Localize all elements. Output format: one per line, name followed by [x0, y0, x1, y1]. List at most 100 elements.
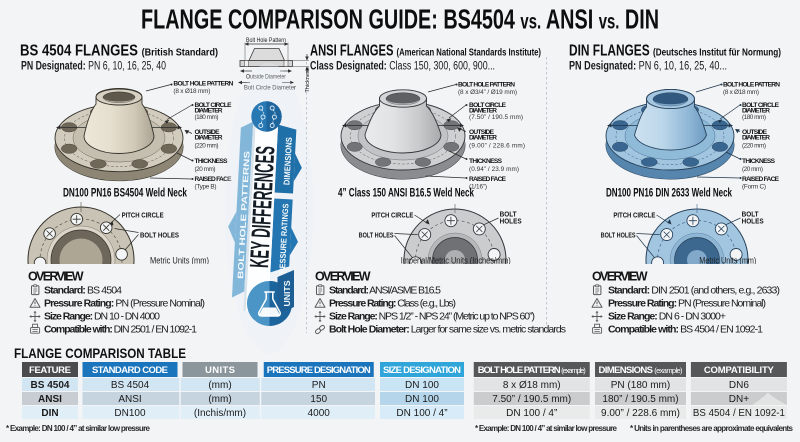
svg-text:DN 100: DN 100 [405, 394, 439, 405]
svg-text:(180 mm): (180 mm) [195, 114, 219, 121]
svg-text:OVERVIEW: OVERVIEW [315, 270, 371, 284]
svg-text:PN (180 mm): PN (180 mm) [611, 380, 670, 391]
svg-text:DN100: DN100 [114, 408, 146, 419]
svg-text:PN Designated: PN 6, 10, 16, 2: PN Designated: PN 6, 10, 16, 25, 40... [569, 61, 727, 73]
svg-text:DN+: DN+ [729, 394, 749, 405]
svg-text:(mm): (mm) [208, 394, 231, 405]
svg-text:DIN: DIN [41, 408, 58, 419]
svg-text:OVERVIEW: OVERVIEW [28, 270, 84, 284]
svg-text:PRESSURE RATINGS: PRESSURE RATINGS [278, 203, 291, 279]
svg-text:DIAMETER: DIAMETER [469, 134, 497, 141]
svg-text:RAISED FACE: RAISED FACE [742, 176, 780, 183]
svg-text:DIAMETER: DIAMETER [469, 107, 497, 114]
svg-text:(1/16”): (1/16”) [469, 184, 487, 191]
svg-text:UNITS: UNITS [282, 280, 292, 306]
svg-text:BOLT HOLE PATTERN: BOLT HOLE PATTERN [723, 81, 780, 88]
svg-text:ANSI FLANGES (American Nationa: ANSI FLANGES (American National Standard… [310, 43, 541, 60]
svg-text:FLANGE COMPARISON TABLE: FLANGE COMPARISON TABLE [14, 346, 186, 361]
svg-text:PRESSURE DESIGNATION: PRESSURE DESIGNATION [267, 365, 371, 376]
svg-text:BOLT: BOLT [742, 212, 760, 219]
svg-text:Imperial/Metric Units (Inches/: Imperial/Metric Units (Inches/mm) [401, 256, 511, 266]
svg-text:Standard: DIN 2501 (and others: Standard: DIN 2501 (and others, e.g., 26… [608, 285, 780, 297]
svg-text:(Form C): (Form C) [742, 184, 766, 191]
svg-text:(9.00” / 228.6 mm): (9.00” / 228.6 mm) [469, 143, 525, 150]
svg-text:(8 x Ø3/4” / Ø19 mm): (8 x Ø3/4” / Ø19 mm) [458, 89, 517, 96]
svg-text:DIAMETER: DIAMETER [195, 134, 223, 141]
svg-text:DIAMETER: DIAMETER [742, 134, 770, 141]
svg-text:Standard: ANSI/ASME B16.5: Standard: ANSI/ASME B16.5 [329, 285, 441, 297]
svg-text:RAISED FACE: RAISED FACE [195, 176, 233, 183]
svg-text:OVERVIEW: OVERVIEW [592, 270, 648, 284]
svg-text:FLANGE COMPARISON GUIDE: BS45: FLANGE COMPARISON GUIDE: BS4504 vs. ANSI… [141, 4, 659, 35]
svg-text:DN 100 / 4”: DN 100 / 4” [506, 408, 557, 419]
svg-text:Pressure Rating: Class (e.g.,: Pressure Rating: Class (e.g., Lbs) [329, 298, 456, 310]
svg-text:DN 100 / 4”: DN 100 / 4” [396, 408, 447, 419]
svg-text:DIAMETER: DIAMETER [742, 107, 770, 114]
svg-text:(180 mm): (180 mm) [742, 114, 766, 121]
svg-text:SIZE DESIGNATION: SIZE DESIGNATION [383, 365, 461, 376]
svg-text:BOLT HOLE PATTERN: BOLT HOLE PATTERN [458, 81, 515, 88]
svg-text:BOLT CIRCLE: BOLT CIRCLE [469, 102, 507, 109]
svg-text:BOLT HOLES: BOLT HOLES [140, 233, 179, 240]
svg-text:Bolt Hole Pattern: Bolt Hole Pattern [246, 37, 286, 44]
svg-text:(7.50” / 190.5 mm): (7.50” / 190.5 mm) [469, 114, 523, 121]
svg-text:8 x Ø18 mm): 8 x Ø18 mm) [503, 380, 561, 391]
svg-text:(Type B): (Type B) [195, 184, 217, 191]
svg-text:THICKNESS: THICKNESS [742, 158, 776, 165]
svg-text:* Example: DN 100 / 4” at simi: * Example: DN 100 / 4” at similar low pr… [475, 424, 618, 433]
svg-text:Size Range: DN 6 - DN 3000+: Size Range: DN 6 - DN 3000+ [608, 311, 726, 323]
svg-text:Standard: BS 4504: Standard: BS 4504 [44, 285, 122, 297]
svg-text:Class Designated: Class 150, 3: Class Designated: Class 150, 300, 600, 9… [310, 61, 495, 73]
svg-text:PITCH CIRCLE: PITCH CIRCLE [613, 213, 655, 220]
svg-text:BOLT CIRCLE: BOLT CIRCLE [195, 102, 233, 109]
svg-text:OUTSIDE: OUTSIDE [742, 129, 768, 136]
svg-text:* Units in parentheses are app: * Units in parentheses are approximate e… [630, 424, 794, 433]
svg-text:FEATURE: FEATURE [29, 365, 71, 376]
svg-text:Pressure Rating: PN (Pressure: Pressure Rating: PN (Pressure Nominal) [44, 298, 205, 310]
svg-text:OUTSIDE: OUTSIDE [195, 129, 221, 136]
svg-text:Pressure Rating: PN (Pressure: Pressure Rating: PN (Pressure Nominal) [608, 298, 766, 310]
svg-text:BOLT HOLES: BOLT HOLES [601, 233, 636, 240]
svg-text:Compatible with: BS 4504 / EN: Compatible with: BS 4504 / EN 1092-1 [608, 324, 763, 336]
svg-text:BS 4504: BS 4504 [31, 380, 70, 391]
svg-text:Metric Units (mm): Metric Units (mm) [150, 256, 209, 266]
svg-text:(mm): (mm) [208, 380, 231, 391]
svg-text:RAISED FACE: RAISED FACE [469, 176, 507, 183]
svg-text:BOLT HOLE PATTERN: BOLT HOLE PATTERN [173, 80, 233, 87]
svg-text:DN100 PN16 BS4504 Weld Neck: DN100 PN16 BS4504 Weld Neck [63, 186, 187, 200]
svg-text:DN100 PN16 DIN 2633 Weld Neck: DN100 PN16 DIN 2633 Weld Neck [606, 186, 732, 200]
svg-text:DIMENSIONS: DIMENSIONS [281, 137, 294, 186]
svg-text:150: 150 [310, 394, 327, 405]
svg-text:BOLT: BOLT [500, 212, 518, 219]
svg-text:9.00” / 228.6 mm): 9.00” / 228.6 mm) [601, 408, 680, 419]
svg-text:THICKNESS: THICKNESS [469, 158, 503, 165]
svg-text:(20 mm): (20 mm) [195, 166, 216, 173]
svg-text:DIMENSIONS (example): DIMENSIONS (example) [599, 365, 684, 376]
svg-text:HOLES: HOLES [500, 219, 522, 226]
svg-text:Thickness: Thickness [305, 67, 311, 92]
svg-text:(220 mm): (220 mm) [195, 143, 219, 150]
svg-text:(8 x Ø18 mm): (8 x Ø18 mm) [173, 88, 210, 95]
svg-text:PN Designated: PN 6, 10, 16, 2: PN Designated: PN 6, 10, 16, 25, 40 [21, 61, 166, 73]
svg-text:BS 4504 FLANGES (British Stand: BS 4504 FLANGES (British Standard) [20, 43, 218, 60]
svg-text:Metric Units (mm): Metric Units (mm) [699, 256, 756, 266]
svg-text:THICKNESS: THICKNESS [195, 158, 229, 165]
svg-text:UNITS: UNITS [205, 365, 235, 376]
svg-text:KEY DIFFERENCES: KEY DIFFERENCES [244, 145, 280, 268]
svg-text:ANSI: ANSI [118, 394, 141, 405]
svg-text:STANDARD CODE: STANDARD CODE [92, 365, 168, 376]
svg-text:(0.94” / 23.9 mm): (0.94” / 23.9 mm) [469, 166, 519, 173]
svg-text:4” Class 150 ANSI B16.5 Weld N: 4” Class 150 ANSI B16.5 Weld Neck [338, 186, 474, 200]
svg-text:ANSI: ANSI [38, 394, 62, 405]
svg-text:(20 mm): (20 mm) [742, 166, 763, 173]
svg-text:BS 4504 / EN 1092-1: BS 4504 / EN 1092-1 [693, 408, 785, 419]
svg-text:180” / 190.5 mm): 180” / 190.5 mm) [602, 394, 678, 405]
svg-text:* Example: DN 100 / 4” at simi: * Example: DN 100 / 4” at similar low pr… [6, 424, 151, 433]
svg-text:4000: 4000 [308, 408, 331, 419]
svg-text:PN: PN [312, 380, 326, 391]
svg-text:BS 4504: BS 4504 [111, 380, 150, 391]
svg-text:BOLT CIRCLE: BOLT CIRCLE [742, 102, 780, 109]
svg-text:(Inchis/mm): (Inchis/mm) [194, 408, 246, 419]
svg-text:Size Range: DN 10 - DN 4000: Size Range: DN 10 - DN 4000 [44, 311, 160, 323]
svg-text:COMPATIBILITY: COMPATIBILITY [704, 365, 775, 376]
